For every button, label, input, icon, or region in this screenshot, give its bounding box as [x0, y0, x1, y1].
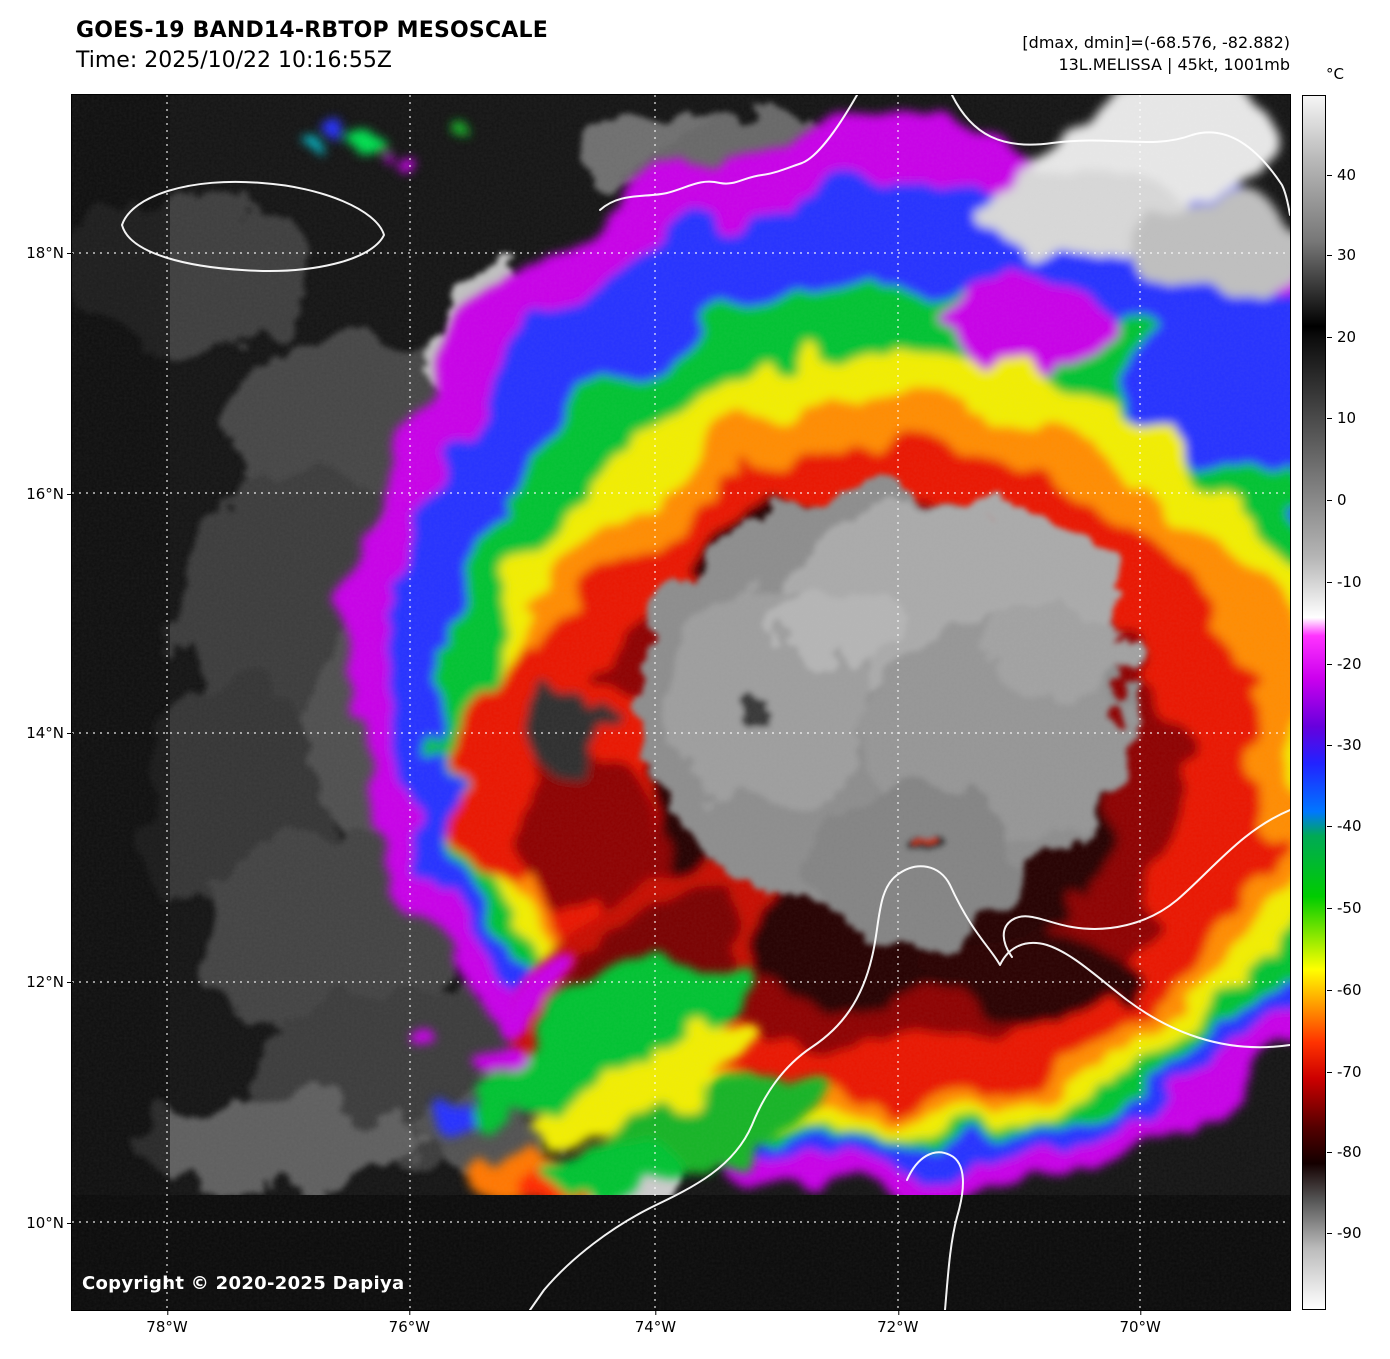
colorbar-ticks: 40 30 20 10 0 -10 -20 -30 -40 -50 -60 -70 -80 -90 [1296, 95, 1390, 1310]
colorbar-tick-label: 10 [1337, 409, 1357, 428]
lat-tick-label: 18°N [26, 243, 73, 262]
colorbar-tick-label: 30 [1337, 246, 1357, 265]
header-right: [dmax, dmin]=(-68.576, -82.882) 13L.MELI… [1022, 32, 1290, 77]
colorbar-tick-label: -50 [1337, 898, 1362, 917]
lat-tick-label: 10°N [26, 1213, 73, 1232]
colorbar-tick-mark [1327, 336, 1332, 338]
lat-tick-label: 16°N [26, 484, 73, 503]
colorbar-tick-label: 0 [1337, 490, 1347, 509]
lat-labels: 18°N 16°N 14°N 12°N 10°N [2, 95, 73, 1310]
colorbar-tick-mark [1327, 826, 1332, 828]
colorbar-tick-label: 20 [1337, 327, 1357, 346]
lon-tick-label: 78°W [146, 1309, 188, 1336]
lon-tick-label: 74°W [634, 1309, 677, 1336]
colorbar-tick-label: -40 [1337, 817, 1362, 836]
colorbar-tick-mark [1327, 907, 1332, 909]
lon-labels: 78°W 76°W 74°W 72°W 70°W [72, 1309, 1290, 1348]
colorbar-tick-mark [1327, 175, 1332, 177]
lon-tick-label: 76°W [388, 1309, 431, 1336]
dmax-dmin-readout: [dmax, dmin]=(-68.576, -82.882) [1022, 33, 1290, 52]
lon-tick-label: 72°W [877, 1309, 919, 1336]
colorbar-tick-label: -60 [1337, 981, 1362, 1000]
colorbar-unit-label: °C [1326, 65, 1344, 83]
colorbar-tick-mark [1327, 1233, 1332, 1235]
colorbar-tick-mark [1327, 990, 1332, 992]
colorbar-tick-mark [1327, 1152, 1332, 1154]
colorbar-tick-mark [1327, 499, 1332, 501]
colorbar-tick-label: -30 [1337, 736, 1362, 755]
storm-info: 13L.MELISSA | 45kt, 1001mb [1058, 55, 1290, 75]
graticule [72, 95, 1290, 1310]
colorbar-tick-label: -80 [1337, 1143, 1362, 1162]
satellite-map: 18°N 16°N 14°N 12°N 10°N 78°W 76°W 74°W 72°W 70°… [26, 94, 1291, 1336]
coastlines [121, 95, 1290, 1310]
lat-tick-label: 12°N [26, 972, 73, 991]
colorbar-tick-label: 40 [1337, 166, 1357, 185]
header-left: GOES-19 BAND14-RBTOP MESOSCALE Time: 202… [76, 16, 548, 75]
colorbar-tick-mark [1327, 1071, 1332, 1073]
colorbar-tick-mark [1327, 255, 1332, 257]
copyright: Copyright © 2020-2025 Dapiya [82, 1273, 405, 1294]
page-title: GOES-19 BAND14-RBTOP MESOSCALE [76, 18, 548, 43]
colorbar-tick-mark [1327, 745, 1332, 747]
timestamp: Time: 2025/10/22 10:16:55Z [76, 47, 392, 73]
satellite-image [72, 95, 1290, 1310]
colorbar-tick-label: -10 [1337, 573, 1362, 592]
colorbar-tick-mark [1327, 663, 1332, 665]
lon-tick-label: 70°W [1119, 1309, 1161, 1336]
lat-tick-label: 14°N [26, 723, 73, 742]
colorbar-tick-label: -20 [1337, 654, 1362, 673]
colorbar: °C 40 30 20 10 0 -10 -20 -30 -40 -50 -60 -70 -80 -90 [1296, 65, 1390, 1310]
colorbar-tick-label: -90 [1337, 1224, 1362, 1243]
colorbar-tick-mark [1327, 582, 1332, 584]
colorbar-gradient [1302, 95, 1326, 1310]
colorbar-tick-label: -70 [1337, 1062, 1362, 1081]
colorbar-tick-mark [1327, 418, 1332, 420]
